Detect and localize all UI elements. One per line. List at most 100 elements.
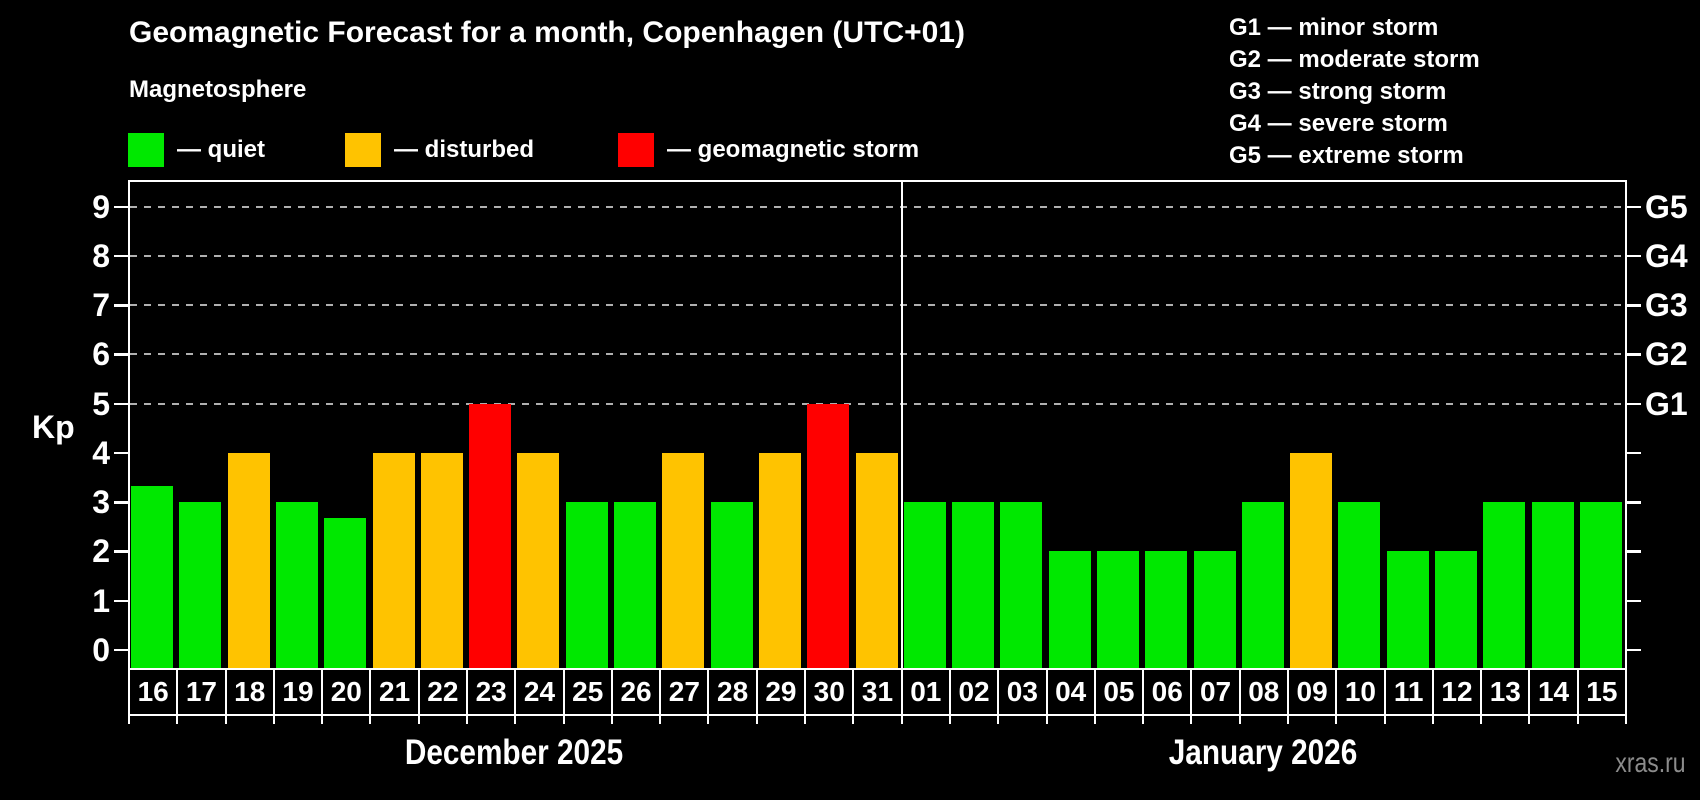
day-boundary-tick — [852, 715, 855, 724]
kp-bar — [952, 502, 995, 668]
kp-bar — [1483, 502, 1526, 668]
kp-bar — [565, 502, 608, 668]
g-scale-legend: G1 — minor storm G2 — moderate storm G3 … — [1229, 12, 1480, 172]
right-axis-tick — [1627, 254, 1641, 258]
y-axis-tick-label: 4 — [92, 434, 110, 471]
kp-bar — [276, 502, 319, 668]
kp-bar — [710, 502, 753, 668]
gridline — [130, 353, 1625, 356]
y-axis-tick — [114, 599, 128, 603]
day-label-cell: 01 — [900, 668, 951, 716]
y-axis-tick — [114, 205, 128, 209]
day-boundary-tick — [1190, 715, 1193, 724]
y-axis-tick — [114, 550, 128, 553]
day-label-cell: 24 — [514, 668, 565, 716]
y-axis-tick — [114, 304, 128, 307]
storm-color-swatch — [618, 133, 654, 167]
day-label-cell: 11 — [1383, 668, 1434, 716]
month-divider — [900, 182, 903, 668]
kp-bar — [469, 403, 512, 668]
gridline — [130, 205, 1625, 208]
day-label-cell: 08 — [1238, 668, 1289, 716]
day-label-cell: 27 — [659, 668, 710, 716]
y-axis-tick — [114, 254, 128, 258]
day-boundary-tick — [1286, 715, 1289, 724]
day-boundary-tick — [1093, 715, 1096, 724]
day-boundary-tick — [1576, 715, 1579, 724]
day-boundary-tick — [1045, 715, 1048, 724]
day-label-cell: 06 — [1142, 668, 1193, 716]
day-label-cell: 07 — [1190, 668, 1241, 716]
y-axis-tick-label: 6 — [92, 336, 110, 373]
magnetosphere-label: Magnetosphere — [129, 76, 307, 103]
y-axis-tick — [114, 648, 128, 652]
day-boundary-tick — [1142, 715, 1145, 724]
y-axis-tick-label: 3 — [92, 484, 110, 521]
right-axis-tick — [1627, 648, 1641, 652]
day-label-cell: 19 — [272, 668, 324, 716]
y-axis-title: Kp — [32, 409, 75, 445]
day-boundary-tick — [224, 715, 227, 724]
day-label-cell: 09 — [1286, 668, 1338, 716]
kp-bar — [614, 502, 657, 668]
quiet-label: — quiet — [177, 136, 265, 163]
day-boundary-tick — [1431, 715, 1434, 724]
day-label-cell: 23 — [466, 668, 517, 716]
day-label-cell: 22 — [417, 668, 469, 716]
day-boundary-tick — [562, 715, 565, 724]
g-legend-line-g2: G2 — moderate storm — [1229, 46, 1480, 73]
day-boundary-tick — [1480, 715, 1483, 724]
day-boundary-tick — [659, 715, 662, 724]
kp-bar — [1000, 502, 1043, 668]
day-label-cell: 30 — [804, 668, 855, 716]
day-boundary-tick — [755, 715, 758, 724]
day-label-cell: 14 — [1528, 668, 1579, 716]
kp-bar — [1096, 551, 1139, 668]
g-level-label: G3 — [1645, 287, 1688, 324]
kp-bar — [807, 403, 850, 668]
watermark: xras.ru — [1615, 747, 1686, 778]
day-label-cell: 10 — [1335, 668, 1386, 716]
kp-bar — [179, 502, 222, 668]
kp-bar — [372, 452, 415, 668]
day-label-cell: 26 — [610, 668, 662, 716]
day-label-cell: 29 — [755, 668, 807, 716]
storm-label: — geomagnetic storm — [667, 136, 920, 163]
right-axis-tick — [1627, 205, 1641, 209]
day-boundary-tick — [997, 715, 1000, 724]
day-label-cell: 16 — [128, 668, 179, 716]
day-label-cell: 20 — [321, 668, 372, 716]
chart-title: Geomagnetic Forecast for a month, Copenh… — [129, 16, 965, 49]
day-boundary-tick — [514, 715, 517, 724]
legend-item-quiet: — quiet — [128, 132, 265, 168]
right-axis-tick — [1627, 501, 1641, 504]
kp-bar — [903, 502, 946, 668]
right-axis-tick — [1627, 550, 1641, 553]
day-boundary-tick — [610, 715, 613, 724]
day-label-cell: 03 — [997, 668, 1048, 716]
day-boundary-tick — [1238, 715, 1241, 724]
day-boundary-tick — [369, 715, 372, 724]
day-label-cell: 21 — [369, 668, 420, 716]
y-axis-tick-label: 2 — [92, 533, 110, 570]
kp-bar — [1193, 551, 1236, 668]
kp-bar — [1145, 551, 1188, 668]
right-axis-tick — [1627, 599, 1641, 603]
g-level-label: G2 — [1645, 336, 1688, 373]
day-label-cell: 25 — [562, 668, 613, 716]
kp-bar — [131, 485, 174, 668]
gridline — [130, 304, 1625, 307]
g-legend-line-g4: G4 — severe storm — [1229, 110, 1448, 137]
y-axis-tick-label: 1 — [92, 582, 110, 619]
day-boundary-tick — [948, 715, 951, 724]
right-axis-tick — [1627, 304, 1641, 307]
day-boundary-tick — [1625, 715, 1627, 724]
gridline — [130, 402, 1625, 405]
right-axis-tick — [1627, 402, 1641, 406]
day-label-cell: 15 — [1576, 668, 1627, 716]
day-boundary-tick — [321, 715, 324, 724]
day-label-cell: 31 — [852, 668, 903, 716]
kp-bar — [1579, 502, 1622, 668]
